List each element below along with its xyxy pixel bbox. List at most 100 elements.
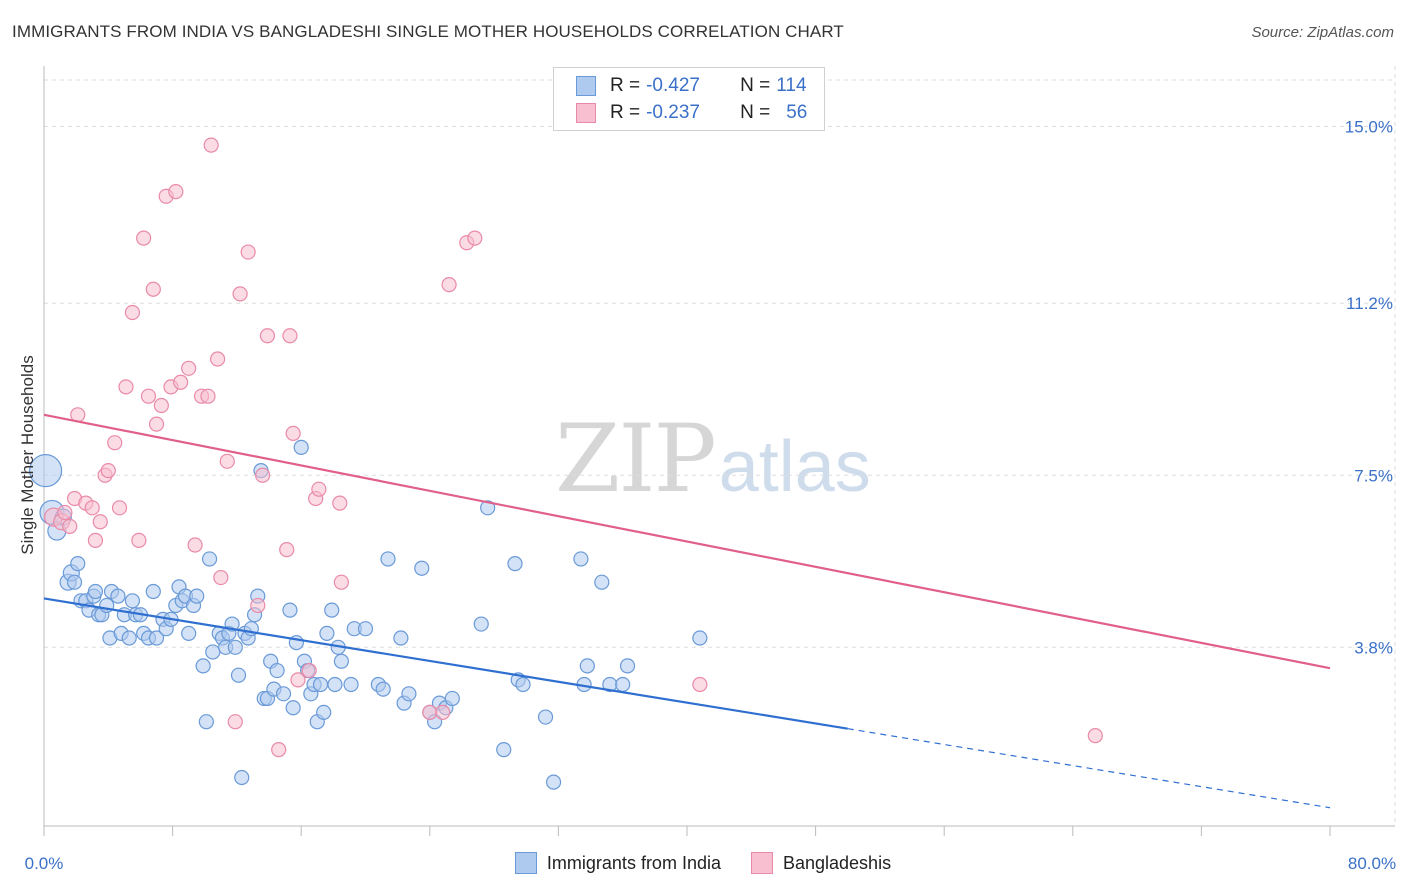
legend-r-label: R = [610, 102, 641, 123]
y-tick-label: 3.8% [1354, 638, 1393, 657]
india-point [573, 551, 589, 567]
bangladeshi-point [210, 351, 226, 367]
bangladeshi-point [92, 514, 108, 530]
india-point [230, 667, 247, 683]
india-point [121, 630, 137, 646]
correlation-legend: R = -0.427 N = 114 R = -0.237 N = 56 [553, 67, 825, 131]
x-tick-label: 80.0% [1348, 854, 1396, 873]
legend-label-india: Immigrants from India [546, 852, 721, 873]
axes [43, 66, 1395, 836]
bangladeshi-point [232, 286, 248, 302]
india-point [319, 625, 335, 641]
india-points [29, 439, 708, 790]
india-trend-extension [847, 728, 1331, 809]
bangladeshi-point [181, 360, 197, 376]
legend-item-bangladeshi[interactable]: Bangladeshis [750, 852, 891, 874]
legend-swatch-india [514, 852, 537, 874]
india-point [195, 658, 211, 674]
legend-swatch-bangladeshi [576, 103, 596, 123]
india-point [227, 639, 243, 655]
bangladeshi-point [62, 518, 78, 535]
bangladeshi-point [187, 537, 203, 553]
india-point [545, 774, 562, 790]
bangladeshi-point [153, 397, 169, 414]
bangladeshi-points [44, 137, 1103, 758]
bangladeshi-point [285, 425, 301, 441]
bangladeshi-point [148, 416, 165, 432]
bangladeshi-point [145, 281, 161, 297]
india-point [375, 681, 391, 697]
india-point [285, 700, 301, 716]
legend-n-value-bangladeshi: 56 [786, 102, 808, 123]
india-point [324, 602, 340, 618]
bangladeshi-point [200, 388, 216, 404]
legend-swatch-india [576, 76, 596, 96]
x-tick-label: 0.0% [25, 854, 64, 873]
india-point [66, 574, 83, 590]
y-tick-label: 11.2% [1346, 294, 1393, 313]
bangladeshi-point [250, 597, 266, 614]
india-point [619, 658, 636, 674]
bangladeshi-point [332, 495, 348, 511]
bangladeshi-point [100, 463, 116, 479]
india-point [579, 658, 595, 674]
bangladeshi-point [219, 453, 235, 469]
india-point [333, 653, 349, 669]
bangladeshi-point [311, 481, 327, 497]
india-point [507, 555, 523, 572]
india-point [327, 676, 343, 693]
legend-row-bangladeshi: R = -0.237 N = 56 [576, 101, 807, 125]
bangladeshi-point [1087, 728, 1103, 744]
india-point [201, 551, 218, 567]
legend-r-value-bangladeshi: -0.237 [646, 102, 700, 123]
bangladeshi-point [435, 704, 451, 721]
india-point [312, 676, 329, 693]
bangladeshi-point [259, 328, 276, 344]
india-point [205, 644, 221, 660]
india-point [275, 686, 292, 702]
legend-swatch-bangladeshi [750, 852, 773, 874]
india-point [148, 630, 165, 646]
bangladeshi-point [213, 569, 229, 586]
bangladeshi-point [136, 230, 152, 246]
legend-n-label: N = [740, 102, 771, 123]
india-trend-line [43, 597, 848, 730]
legend-r-value-india: -0.427 [646, 75, 700, 96]
chart-title: IMMIGRANTS FROM INDIA VS BANGLADESHI SIN… [12, 22, 844, 41]
india-point [293, 439, 309, 455]
bangladeshi-point [124, 304, 141, 321]
india-point [145, 583, 161, 600]
legend-item-india[interactable]: Immigrants from India [514, 852, 721, 874]
india-point [401, 686, 417, 702]
india-point [393, 630, 409, 646]
bangladeshi-point [57, 504, 73, 521]
bangladeshi-point [168, 184, 184, 200]
chart-source: Source: ZipAtlas.com [1251, 24, 1394, 41]
bangladeshi-point [173, 374, 189, 390]
bangladeshi-point [140, 388, 157, 404]
india-point [70, 555, 86, 572]
india-point [496, 741, 512, 758]
india-point [124, 593, 141, 609]
bangladeshi-point [290, 672, 306, 688]
india-point [515, 676, 531, 693]
india-point [380, 551, 396, 567]
india-point [692, 630, 708, 646]
bangladeshi-point [118, 379, 134, 395]
bangladeshi-point [131, 532, 147, 548]
bangladeshi-point [240, 244, 256, 260]
y-tick-label: 7.5% [1354, 466, 1393, 485]
india-point [473, 616, 489, 632]
india-point [189, 588, 205, 604]
tick-labels: 3.8% 7.5% 11.2% 15.0% 0.0% 80.0% [25, 118, 1396, 874]
legend-row-india: R = -0.427 N = 114 [576, 74, 807, 98]
bangladeshi-point [255, 467, 271, 483]
legend-n-label: N = [740, 75, 771, 96]
bangladeshi-point [203, 137, 219, 153]
india-point [87, 583, 104, 600]
bangladeshi-point [333, 574, 349, 590]
india-point [234, 769, 250, 786]
y-axis-label: Single Mother Households [18, 355, 37, 555]
india-point [269, 662, 285, 679]
